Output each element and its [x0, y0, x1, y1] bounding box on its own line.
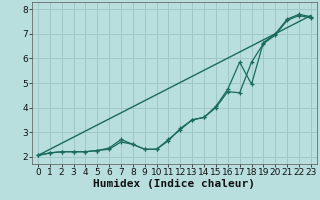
X-axis label: Humidex (Indice chaleur): Humidex (Indice chaleur)	[93, 179, 255, 189]
